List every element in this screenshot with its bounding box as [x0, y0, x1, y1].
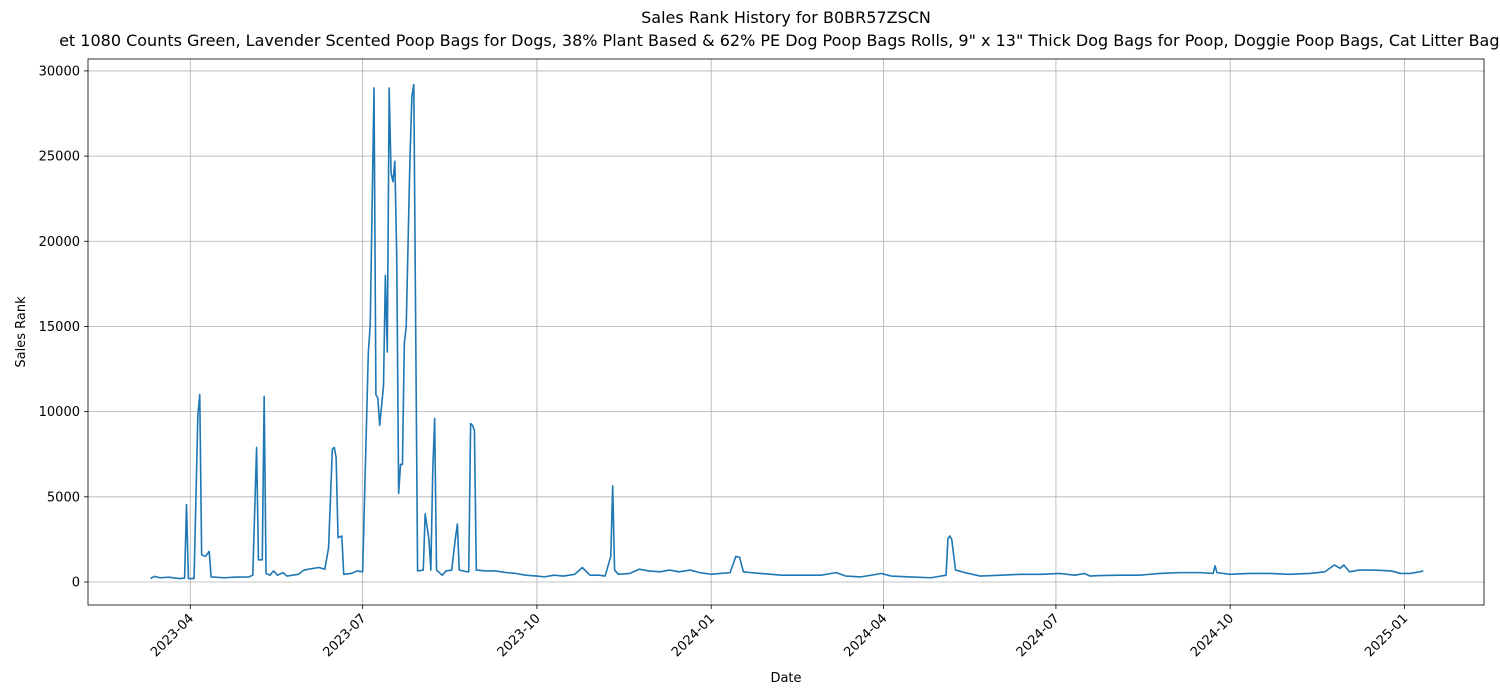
chart-subtitle: et 1080 Counts Green, Lavender Scented P… [59, 31, 1500, 50]
plot-area: 0 5000 10000 15000 20000 25000 30000 2023-04 202… [39, 59, 1484, 660]
data-line [150, 83, 1424, 580]
y-tick-label: 25000 [39, 150, 80, 165]
y-tick-label: 0 [72, 576, 80, 591]
x-tick-label: 2023-07 [320, 611, 369, 660]
x-tick-label: 2025-01 [1362, 611, 1411, 660]
chart-title: Sales Rank History for B0BR57ZSCN [641, 8, 931, 27]
x-tick-label: 2023-04 [148, 611, 197, 660]
x-tick-label: 2024-04 [841, 611, 890, 660]
x-axis-label: Date [770, 671, 801, 686]
y-tick-label: 15000 [39, 320, 80, 335]
y-axis-label: Sales Rank [14, 296, 29, 368]
x-tick-label: 2024-10 [1188, 611, 1237, 660]
y-tick-label: 5000 [47, 490, 80, 505]
y-tick-label: 10000 [39, 405, 80, 420]
axes-frame [87, 58, 1485, 606]
y-tick-label: 30000 [39, 64, 80, 79]
y-tick-label: 20000 [39, 235, 80, 250]
x-tick-label: 2024-07 [1014, 611, 1063, 660]
x-tick-label: 2023-10 [495, 611, 544, 660]
x-tick-label: 2024-01 [669, 611, 718, 660]
